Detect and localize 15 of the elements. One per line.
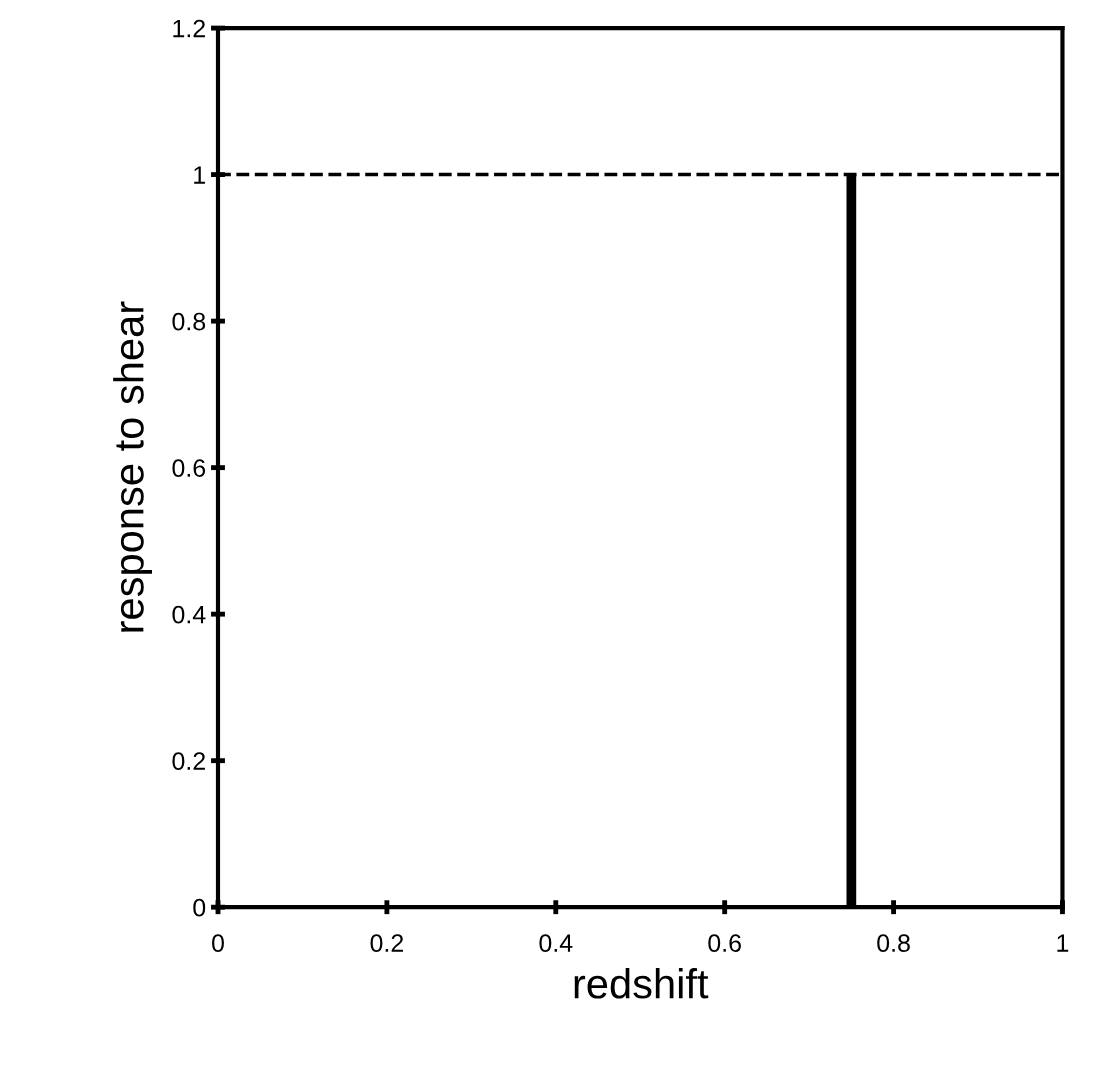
x-tick-label: 0.8 bbox=[877, 934, 910, 952]
y-tick-label: 0.8 bbox=[172, 312, 206, 331]
y-tick-label: 0.2 bbox=[172, 752, 205, 770]
y-tick-label: 1 bbox=[194, 166, 205, 184]
y-tick-label: 0.6 bbox=[172, 459, 206, 477]
x-tick-label: 1 bbox=[1057, 934, 1069, 952]
x-tick-label: 0.6 bbox=[708, 934, 741, 952]
x-tick-label: 0.2 bbox=[370, 934, 404, 952]
y-tick-label: 0.4 bbox=[172, 605, 206, 624]
x-tick-label: 0 bbox=[212, 934, 224, 952]
y-tick-label: 1.2 bbox=[173, 19, 205, 38]
x-tick-label: 0.4 bbox=[539, 934, 573, 952]
y-axis-title: response to shear bbox=[113, 301, 152, 632]
y-tick-label: 0 bbox=[193, 898, 206, 917]
x-axis-title: redshift bbox=[574, 968, 709, 999]
